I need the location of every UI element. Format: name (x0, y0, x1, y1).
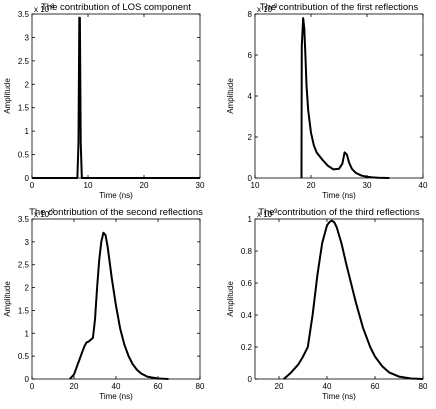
y-exponent-base: x 10 (257, 210, 273, 219)
x-tick-label: 20 (70, 382, 79, 391)
y-exponent-base: x 10 (257, 5, 273, 14)
y-tick-label: 3 (25, 238, 30, 247)
x-tick-label: 60 (371, 382, 380, 391)
x-tick-label: 20 (307, 181, 316, 190)
y-tick-label: 1 (25, 329, 30, 338)
y-tick-label: 1.5 (18, 306, 30, 315)
chart-title: The contribution of LOS component (41, 2, 191, 13)
y-tick-label: 2 (25, 80, 30, 89)
x-tick-label: 0 (30, 382, 35, 391)
y-tick-label: 3 (25, 33, 30, 42)
y-tick-label: 1.5 (18, 104, 30, 113)
y-exponent: x 10-9 (257, 209, 278, 219)
y-exponent: x 10-9 (257, 4, 278, 14)
series-line-1 (300, 17, 390, 179)
x-tick-label: 30 (196, 181, 205, 190)
chart-title: The contribution of the second reflectio… (29, 207, 203, 218)
y-axis-label: Amplitude (3, 281, 12, 317)
y-exponent-power: -9 (272, 4, 278, 10)
y-exponent-power: -9 (49, 209, 55, 215)
y-tick-label: 0 (25, 375, 30, 384)
y-exponent-power: -9 (272, 209, 278, 215)
y-tick-label: 4 (248, 92, 253, 101)
y-tick-label: 2.5 (18, 57, 30, 66)
x-tick-label: 40 (419, 181, 428, 190)
y-tick-label: 2 (248, 133, 253, 142)
y-tick-label: 1 (25, 127, 30, 136)
y-tick-label: 0.8 (241, 247, 253, 256)
x-axis-label: Time (ns) (99, 392, 133, 401)
y-tick-label: 3.5 (18, 215, 30, 224)
x-tick-label: 10 (251, 181, 260, 190)
plot-frame (254, 13, 424, 179)
x-tick-label: 40 (323, 382, 332, 391)
y-tick-label: 0.5 (18, 151, 30, 160)
x-tick-label: 10 (84, 181, 93, 190)
x-tick-label: 30 (363, 181, 372, 190)
plot-frame (31, 218, 201, 380)
series-line-1 (69, 231, 169, 380)
y-tick-label: 3.5 (18, 10, 30, 19)
y-tick-label: 1 (248, 215, 253, 224)
y-axis-label: Amplitude (226, 78, 235, 114)
y-tick-label: 0 (25, 174, 30, 183)
plot-frame (31, 13, 201, 179)
x-tick-label: 40 (112, 382, 121, 391)
x-tick-label: 20 (140, 181, 149, 190)
x-tick-label: 60 (154, 382, 163, 391)
chart-title: The contribution of the first reflection… (260, 2, 419, 13)
x-tick-label: 80 (419, 382, 428, 391)
series-line-1 (32, 16, 200, 179)
x-tick-label: 80 (196, 382, 205, 391)
y-tick-label: 2 (25, 284, 30, 293)
y-tick-label: 6 (248, 51, 253, 60)
plot-frame (254, 218, 424, 380)
y-exponent-base: x 10 (34, 5, 50, 14)
subplot-2: The contribution of the first reflection… (226, 2, 428, 200)
y-exponent-power: -8 (49, 4, 55, 10)
y-tick-label: 0.6 (241, 279, 253, 288)
y-tick-label: 0 (248, 375, 253, 384)
y-tick-label: 2.5 (18, 261, 30, 270)
x-tick-label: 0 (30, 181, 35, 190)
series-line-1 (283, 219, 424, 380)
y-axis-label: Amplitude (226, 281, 235, 317)
chart-title: The contribution of the third reflection… (258, 207, 420, 218)
subplot-4: The contribution of the third reflection… (226, 207, 428, 401)
y-tick-label: 0.4 (241, 311, 253, 320)
y-tick-label: 0 (248, 174, 253, 183)
y-tick-label: 0.2 (241, 343, 253, 352)
x-tick-label: 20 (275, 382, 284, 391)
y-tick-label: 0.5 (18, 352, 30, 361)
y-axis-label: Amplitude (3, 78, 12, 114)
x-axis-label: Time (ns) (322, 191, 356, 200)
y-tick-label: 8 (248, 10, 253, 19)
y-exponent: x 10-9 (34, 209, 55, 219)
y-exponent: x 10-8 (34, 4, 55, 14)
y-exponent-base: x 10 (34, 210, 50, 219)
x-axis-label: Time (ns) (322, 392, 356, 401)
subplot-3: The contribution of the second reflectio… (3, 207, 205, 401)
x-axis-label: Time (ns) (99, 191, 133, 200)
